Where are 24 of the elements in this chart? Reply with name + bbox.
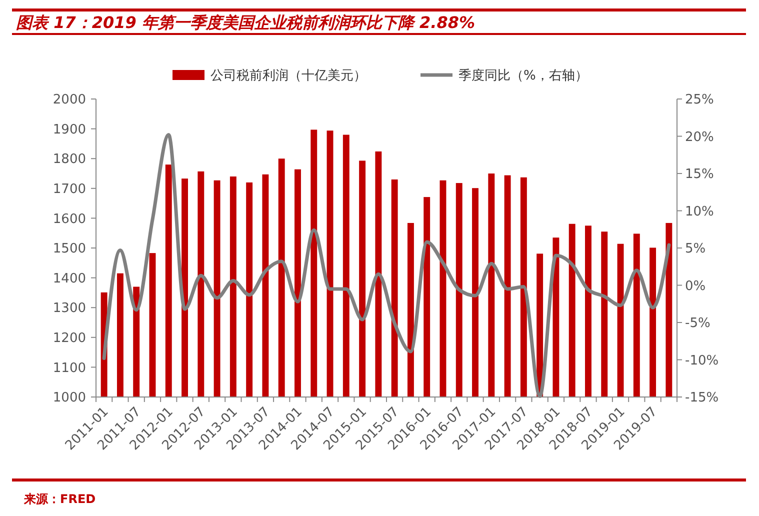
y-tick-label: 1100 <box>52 360 86 376</box>
legend-label: 公司税前利润（十亿美元） <box>210 68 366 84</box>
y2-tick-label: 15% <box>685 167 714 182</box>
y2-tick-label: 10% <box>685 204 714 220</box>
source-note: 来源：FRED <box>23 492 96 506</box>
y2-tick-label: -15% <box>685 390 719 406</box>
chart-title: 图表 17：2019 年第一季度美国企业税前利润环比下降 2.88% <box>16 13 476 32</box>
y2-tick-label: -5% <box>685 316 710 332</box>
legend-label: 季度同比（%，右轴） <box>458 68 588 84</box>
y-tick-label: 1600 <box>52 212 86 227</box>
y2-tick-label: 5% <box>685 242 706 257</box>
y2-tick-label: 0% <box>685 278 706 294</box>
y2-tick-label: 25% <box>685 92 714 108</box>
y2-tick-label: 20% <box>685 130 714 145</box>
y-tick-label: 1400 <box>52 271 86 286</box>
y-tick-label: 1200 <box>52 330 86 346</box>
y-tick-label: 1000 <box>52 390 86 406</box>
y-tick-label: 1800 <box>52 152 86 168</box>
y-tick-label: 1300 <box>52 301 86 316</box>
y-tick-label: 1500 <box>52 242 86 257</box>
y-tick-label: 2000 <box>52 92 86 108</box>
y2-tick-label: -10% <box>685 353 719 368</box>
y-tick-label: 1900 <box>52 122 86 138</box>
y-tick-label: 1700 <box>52 182 86 197</box>
